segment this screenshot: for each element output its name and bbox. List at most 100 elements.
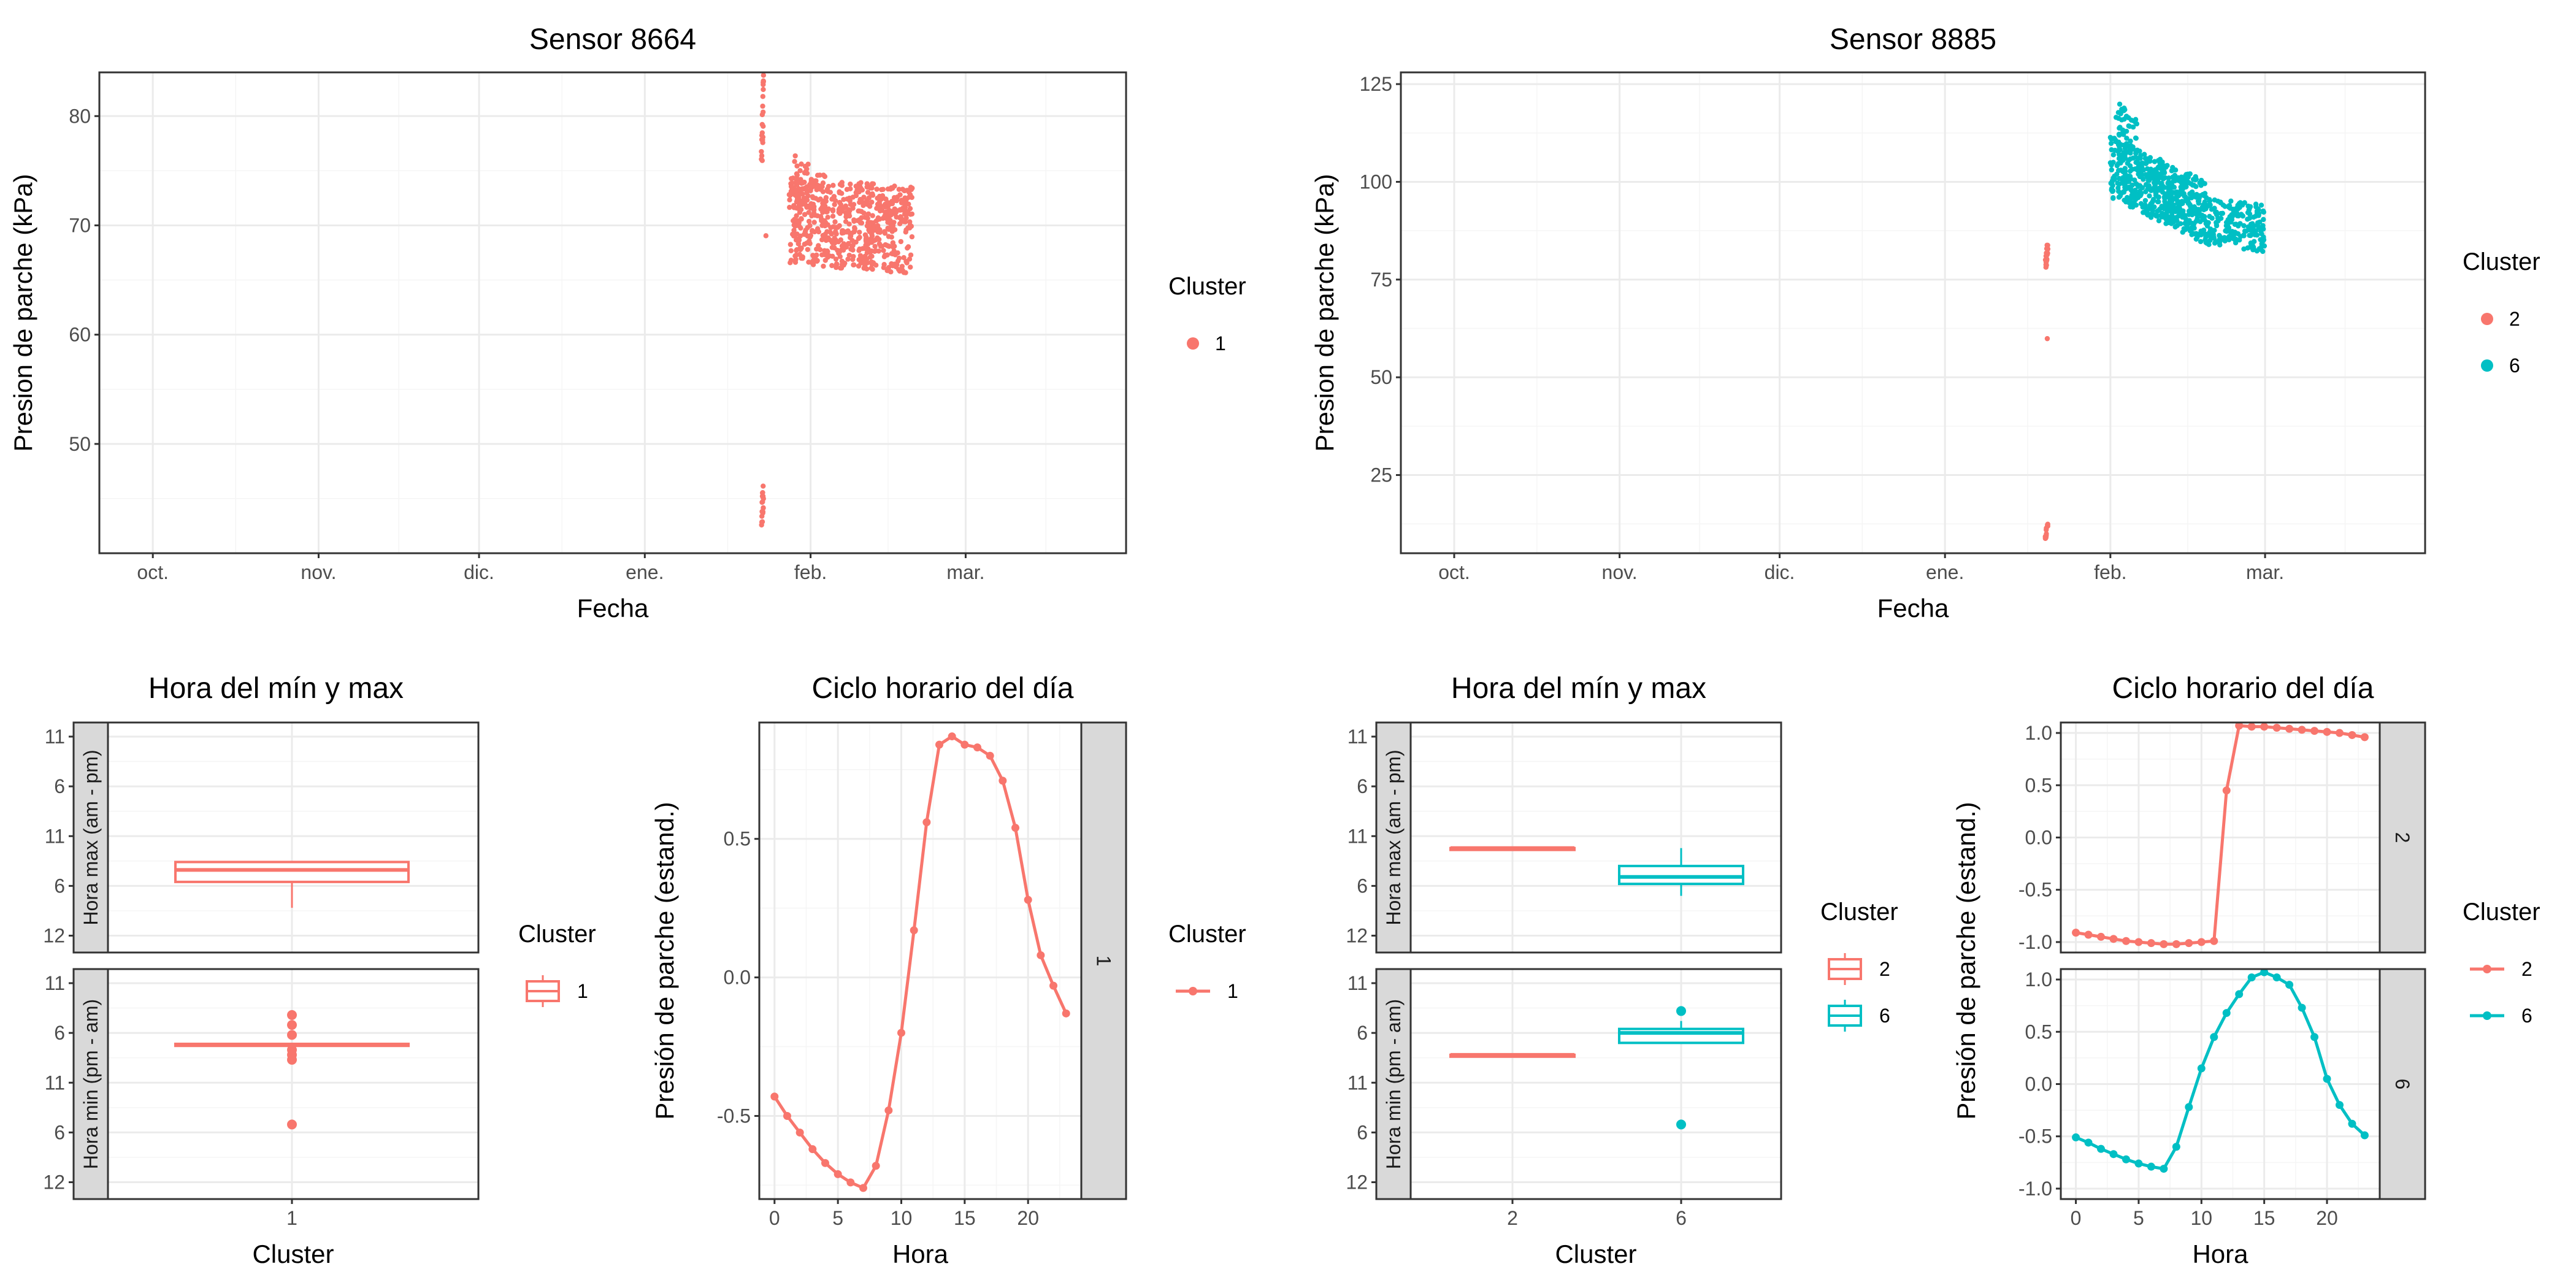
data-point [2195, 216, 2200, 221]
data-point [2118, 191, 2124, 196]
data-point [894, 197, 900, 204]
data-point [2206, 220, 2211, 226]
panel-background [759, 723, 1081, 1199]
legend-title: Cluster [1168, 921, 1246, 948]
data-point [835, 248, 840, 253]
y-tick-label: 0.5 [2025, 1021, 2052, 1043]
data-point [2139, 172, 2144, 177]
data-point [2148, 215, 2154, 220]
data-point [2260, 723, 2269, 731]
y-axis-label: Presion de parche (kPa) [9, 174, 37, 452]
x-tick-label: 1 [286, 1207, 297, 1229]
data-point [2298, 1003, 2306, 1012]
data-point [2042, 534, 2049, 540]
data-point [806, 203, 811, 209]
data-point [880, 215, 886, 221]
data-point [815, 213, 820, 219]
data-point [2200, 180, 2206, 185]
data-point [2123, 199, 2129, 205]
data-point [2147, 193, 2152, 199]
scatter-points [759, 72, 915, 528]
data-point [865, 249, 870, 255]
facet-strip [1080, 721, 1127, 1200]
data-point [848, 233, 854, 239]
y-tick-label: 0.5 [2025, 774, 2052, 796]
data-point [2072, 1133, 2080, 1141]
data-point [816, 243, 821, 248]
data-point [2183, 225, 2189, 231]
data-point [2163, 221, 2169, 226]
data-point [837, 182, 843, 187]
data-point [836, 207, 842, 212]
data-point [2163, 194, 2169, 200]
data-point [999, 776, 1007, 785]
y-tick-label: 12 [43, 1171, 65, 1194]
data-point [2147, 202, 2153, 209]
data-point [986, 751, 994, 760]
data-point [872, 248, 878, 254]
data-point [898, 215, 904, 221]
data-point [2285, 724, 2294, 733]
data-point [2126, 173, 2132, 179]
x-tick-label: 0 [769, 1207, 780, 1229]
data-point [806, 218, 812, 224]
data-point [870, 191, 875, 197]
facet-strip-label: 2 [2391, 832, 2413, 843]
data-point [2189, 212, 2195, 218]
data-point [2218, 210, 2224, 217]
data-point [891, 244, 896, 250]
data-point [901, 270, 907, 275]
data-point [2230, 206, 2236, 212]
data-point [843, 219, 849, 224]
data-point [2228, 198, 2234, 204]
facet-strip [1375, 721, 1412, 954]
y-tick-label: 0.0 [724, 967, 751, 989]
data-point [853, 183, 859, 189]
data-point [794, 213, 799, 219]
data-point [2044, 258, 2050, 264]
data-point [883, 196, 889, 202]
data-point [873, 263, 879, 268]
data-point [2212, 205, 2217, 211]
data-point [883, 204, 888, 210]
data-point [2272, 724, 2281, 732]
data-point [866, 195, 872, 201]
data-point [2256, 211, 2262, 217]
data-point [857, 234, 862, 240]
data-point [896, 186, 902, 192]
data-point [2235, 721, 2244, 730]
data-point [859, 1184, 867, 1192]
data-point [2155, 199, 2161, 205]
data-point [2112, 177, 2117, 182]
x-tick-label: oct. [1438, 561, 1470, 583]
legend-label: 1 [577, 980, 588, 1002]
data-point [2108, 135, 2114, 141]
panel-background [108, 969, 478, 1199]
data-point [899, 207, 905, 213]
data-point [761, 505, 766, 511]
data-point [2097, 932, 2106, 941]
data-point [935, 740, 944, 749]
data-point [759, 148, 764, 155]
data-point [829, 196, 835, 202]
data-point [2072, 929, 2080, 937]
data-point [2348, 730, 2356, 739]
data-point [872, 243, 878, 249]
data-point [2261, 243, 2267, 249]
data-point [2246, 207, 2252, 213]
data-point [821, 263, 826, 269]
data-point [2259, 231, 2264, 237]
data-point [759, 513, 765, 519]
data-point [2199, 213, 2206, 218]
data-point [2253, 228, 2259, 234]
data-point [841, 197, 846, 202]
data-point [2261, 209, 2267, 215]
data-point [2197, 1064, 2206, 1073]
data-point [2128, 196, 2134, 201]
data-point [909, 211, 915, 217]
data-point [895, 258, 901, 264]
data-point [2139, 165, 2145, 171]
data-point [802, 212, 808, 217]
x-tick-label: 20 [1017, 1207, 1039, 1229]
data-point [865, 190, 871, 195]
